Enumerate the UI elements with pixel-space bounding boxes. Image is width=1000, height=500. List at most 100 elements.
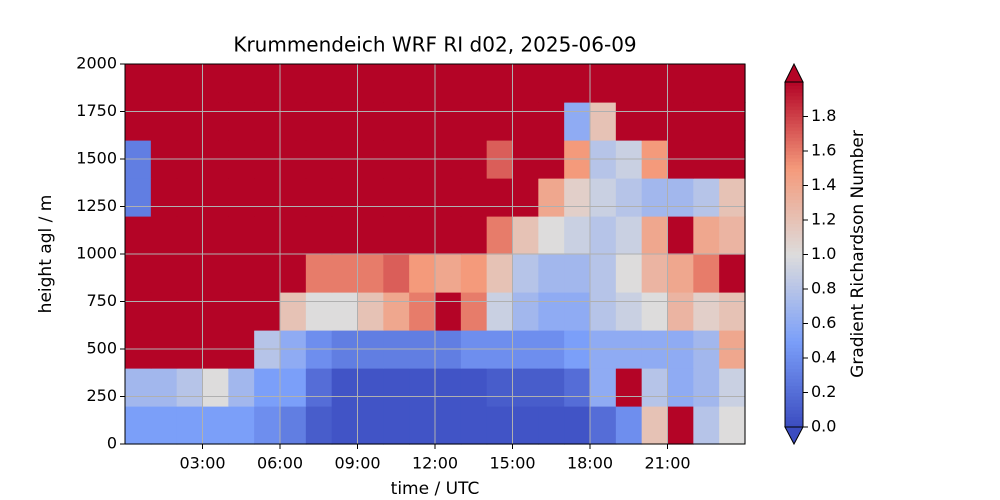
colorbar-segment xyxy=(785,351,803,356)
heatmap-cell xyxy=(667,64,694,103)
x-axis-label: time / UTC xyxy=(391,479,480,499)
colorbar-segment xyxy=(785,254,803,259)
heatmap-cell xyxy=(486,254,514,293)
colorbar-segment xyxy=(785,340,803,345)
y-tick-label: 250 xyxy=(86,386,117,405)
colorbar-segment xyxy=(785,157,803,162)
colorbar-segment xyxy=(785,85,803,90)
colorbar-segment xyxy=(785,402,803,407)
colorbar-segment xyxy=(785,216,803,221)
heatmap-cell xyxy=(667,178,694,217)
y-tick-label: 500 xyxy=(86,339,117,358)
plot-frame xyxy=(124,63,746,445)
colorbar-segment xyxy=(785,416,803,421)
heatmap-cell xyxy=(228,406,255,445)
heatmap-cell xyxy=(383,406,410,445)
heatmap-cell xyxy=(176,406,204,445)
colorbar-segment xyxy=(785,364,803,369)
colorbar-segment xyxy=(785,275,803,280)
colorbar-segment xyxy=(785,413,803,418)
heatmap-cell xyxy=(202,216,229,255)
heatmap-cell xyxy=(357,178,384,217)
colorbar-segment xyxy=(785,292,803,297)
heatmap-cell xyxy=(125,102,152,141)
colorbar-segment xyxy=(785,302,803,307)
heatmap-cell xyxy=(564,178,591,217)
colorbar-segment xyxy=(785,420,803,425)
x-tick-label: 06:00 xyxy=(257,454,303,473)
colorbar-segment xyxy=(785,175,803,180)
colorbar-segment xyxy=(785,313,803,318)
heatmap-cell xyxy=(357,368,384,407)
colorbar-segment xyxy=(785,230,803,235)
heatmap-cell xyxy=(280,178,307,217)
colorbar-segment xyxy=(785,119,803,124)
heatmap-cell xyxy=(693,292,720,331)
heatmap-cell xyxy=(564,406,591,445)
heatmap-cell xyxy=(383,178,410,217)
colorbar-segment xyxy=(785,99,803,104)
colorbar-segment xyxy=(785,385,803,390)
heatmap-cell xyxy=(460,292,488,331)
colorbar-segment xyxy=(785,237,803,242)
colorbar-segment xyxy=(785,323,803,328)
heatmap-cell xyxy=(125,292,152,331)
colorbar-tick-label: 0.0 xyxy=(811,417,836,436)
heatmap-cell xyxy=(254,178,281,217)
heatmap-cell xyxy=(615,254,643,293)
colorbar-segment xyxy=(785,289,803,293)
heatmap-cell xyxy=(254,406,281,445)
heatmap-cell xyxy=(538,64,565,103)
heatmap-cell xyxy=(564,254,591,293)
heatmap-cell xyxy=(641,178,669,217)
colorbar-segment xyxy=(785,309,803,314)
colorbar-segment xyxy=(785,399,803,404)
heatmap-cell xyxy=(512,406,539,445)
heatmap-cell xyxy=(280,406,307,445)
heatmap-cell xyxy=(641,102,669,141)
colorbar-segment xyxy=(785,102,803,107)
heatmap-cell xyxy=(590,292,617,331)
heatmap-cell xyxy=(150,64,178,103)
heatmap-cell xyxy=(486,102,514,141)
heatmap-cell xyxy=(331,102,359,141)
heatmap-cell xyxy=(512,64,539,103)
heatmap-cell xyxy=(538,254,565,293)
heatmap-cell xyxy=(719,406,746,445)
heatmap-cell xyxy=(590,254,617,293)
heatmap-cell xyxy=(228,216,255,255)
colorbar-segment xyxy=(785,161,803,166)
heatmap-cell xyxy=(228,254,255,293)
colorbar-segment xyxy=(785,178,803,183)
heatmap-cell xyxy=(512,178,539,217)
colorbar-tick-label: 0.8 xyxy=(811,279,836,298)
heatmap-cell xyxy=(512,216,539,255)
heatmap-cell xyxy=(150,292,178,331)
colorbar-segment xyxy=(785,144,803,149)
heatmap-cell xyxy=(435,292,462,331)
y-tick-label: 1000 xyxy=(76,244,117,263)
heatmap-cell xyxy=(667,368,694,407)
heatmap-cell xyxy=(512,102,539,141)
colorbar-extend-top xyxy=(784,62,804,83)
heatmap-cell xyxy=(615,64,643,103)
heatmap-cell xyxy=(176,368,204,407)
heatmap-cell xyxy=(228,368,255,407)
colorbar-segment xyxy=(785,282,803,287)
x-tick-label: 21:00 xyxy=(644,454,690,473)
heatmap-cell xyxy=(383,368,410,407)
heatmap-cell xyxy=(512,292,539,331)
colorbar-segment xyxy=(785,375,803,380)
colorbar-segment xyxy=(785,392,803,397)
heatmap-cell xyxy=(460,254,488,293)
colorbar-segment xyxy=(785,257,803,262)
colorbar-segment xyxy=(785,126,803,131)
heatmap-cell xyxy=(331,216,359,255)
colorbar-segment xyxy=(785,171,803,176)
heatmap-cell xyxy=(202,292,229,331)
colorbar-segment xyxy=(785,140,803,145)
heatmap-cell xyxy=(693,368,720,407)
colorbar-tick-label: 1.2 xyxy=(811,210,836,229)
